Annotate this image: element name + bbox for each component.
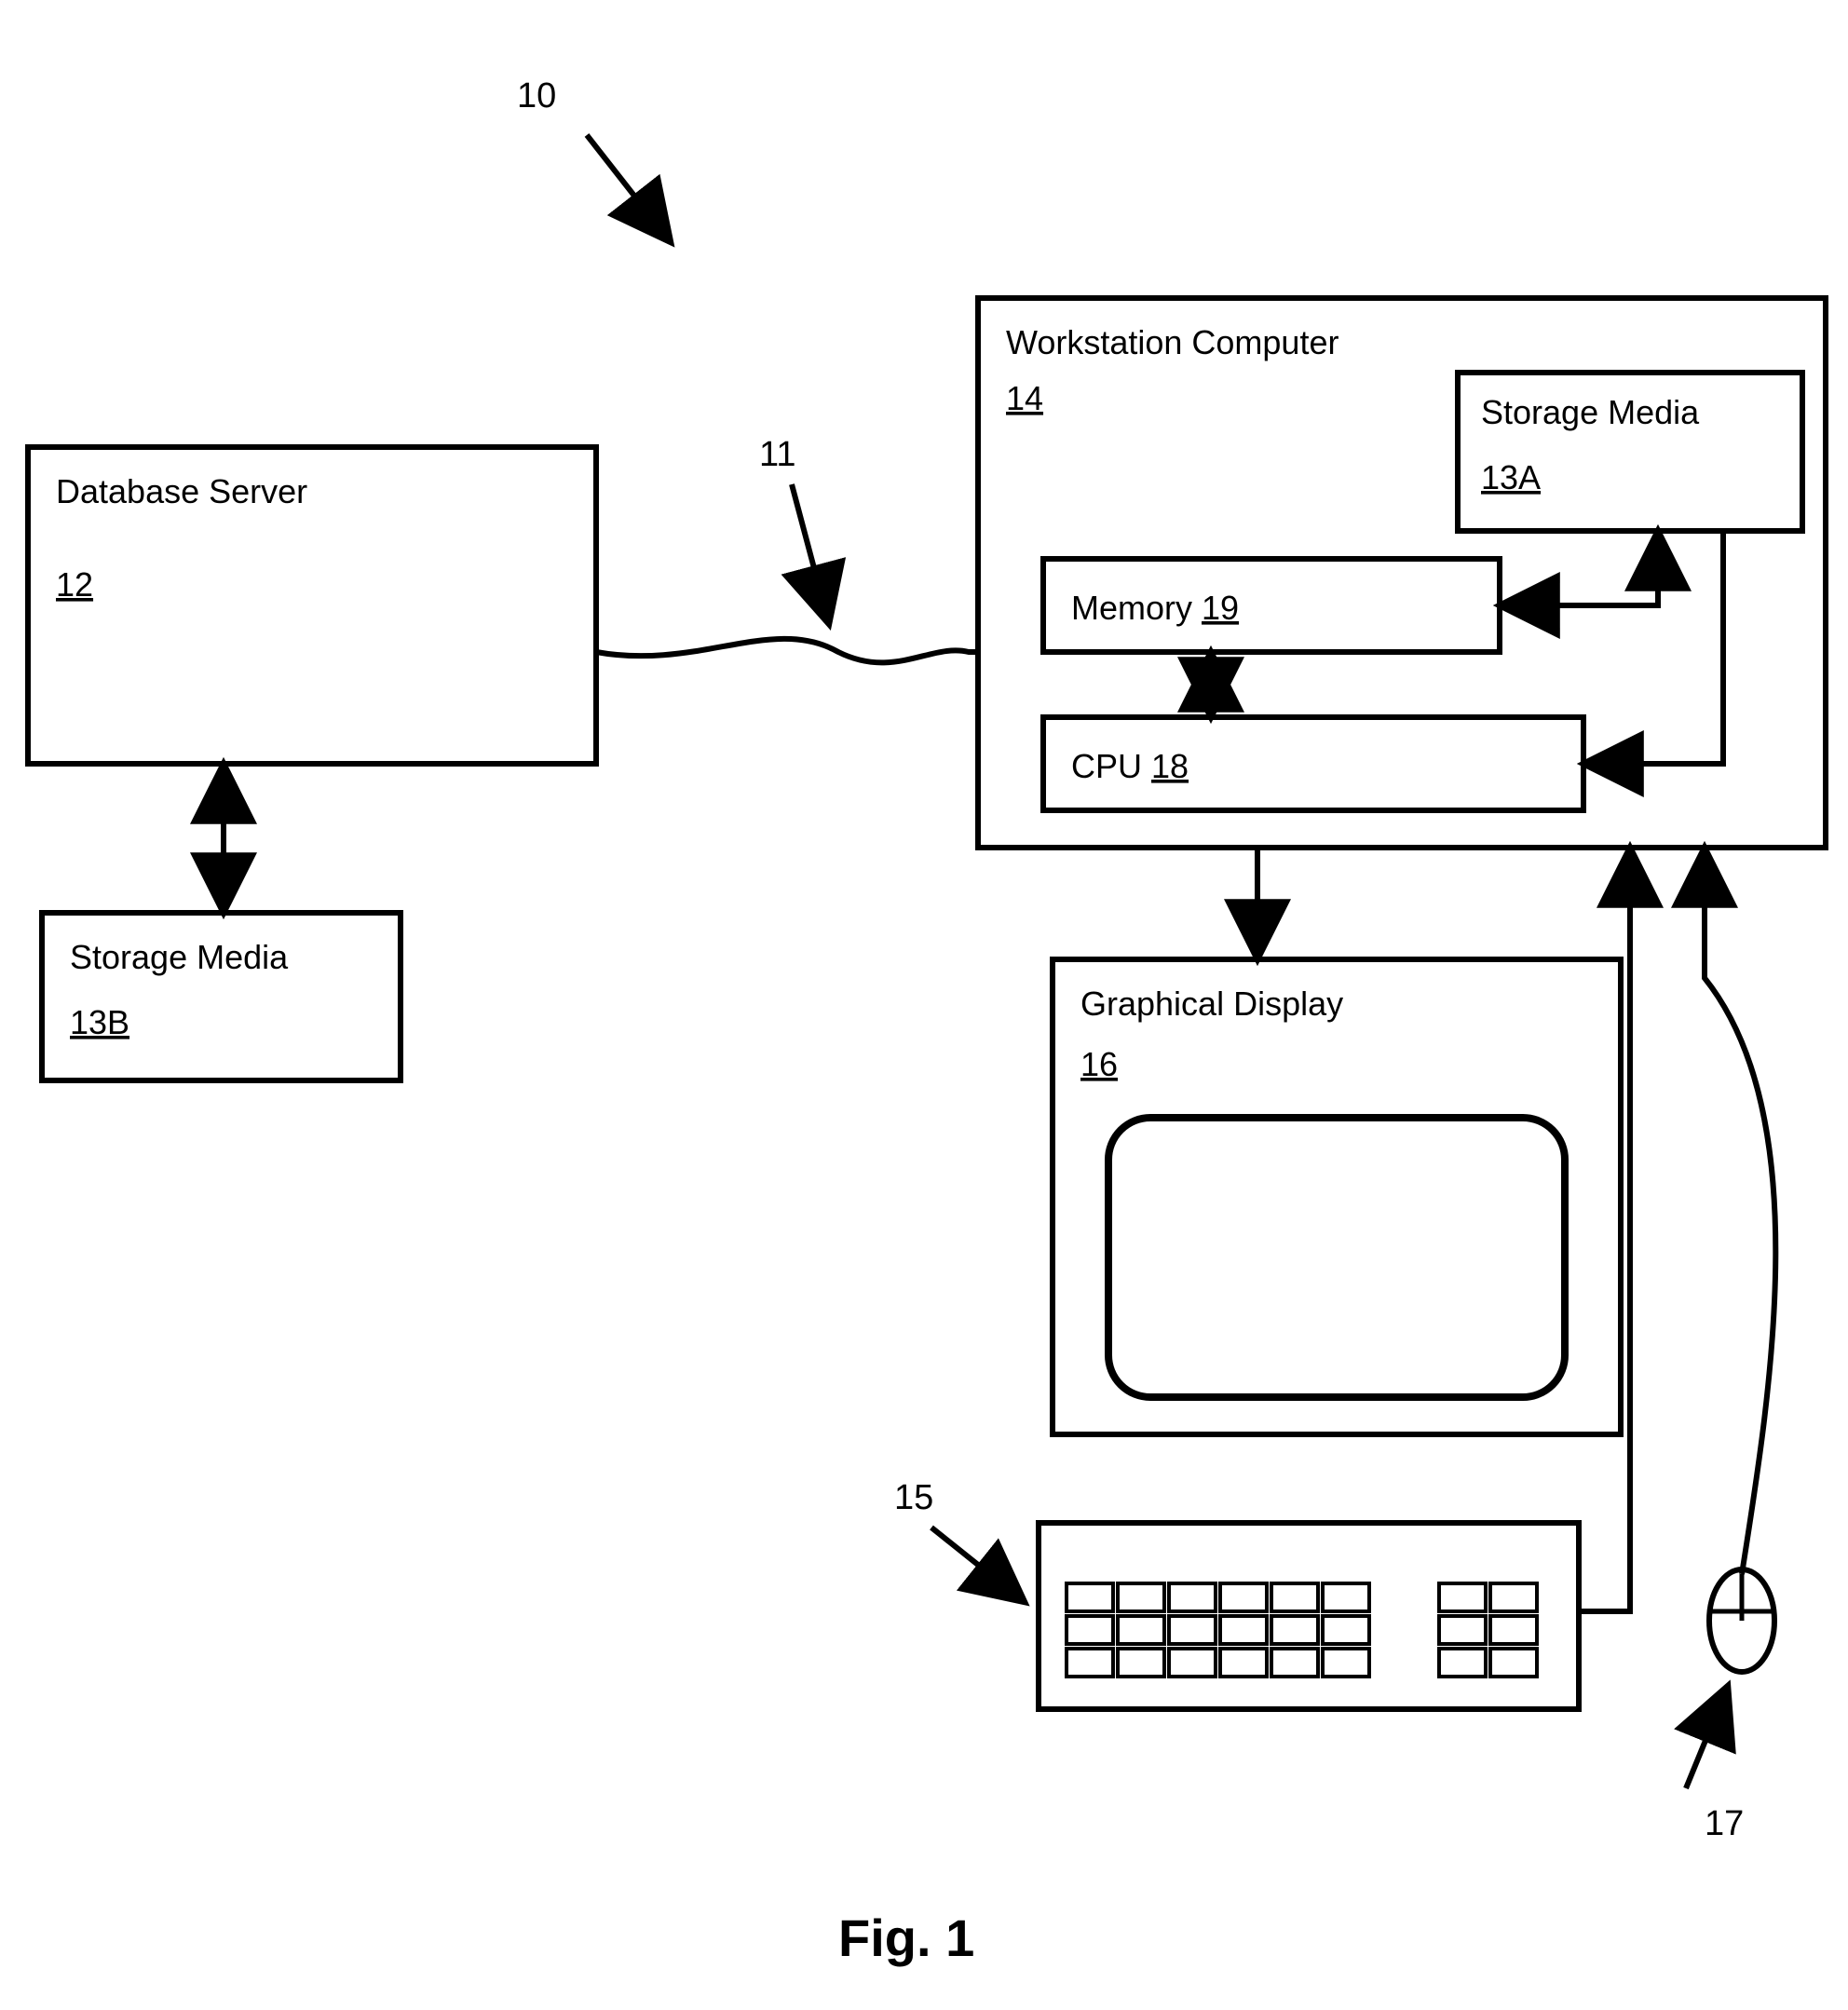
storage-b-label: Storage Media	[70, 938, 289, 976]
display-label: Graphical Display	[1080, 985, 1343, 1023]
keyboard-keys-right-icon	[1439, 1583, 1537, 1677]
server-ref: 12	[56, 565, 93, 604]
storage-memory-link	[1500, 531, 1658, 605]
storage-cpu-link	[1583, 531, 1723, 764]
mouse-icon	[1709, 1569, 1774, 1672]
workstation-box: Workstation Computer 14 Storage Media 13…	[978, 298, 1826, 848]
ref-link: 11	[759, 435, 795, 474]
workstation-ref: 14	[1006, 379, 1043, 417]
cpu-label: CPU 18	[1071, 747, 1189, 785]
server-label: Database Server	[56, 472, 307, 510]
ref-keyboard-arrow	[931, 1528, 1025, 1602]
ref-system: 10	[517, 76, 556, 115]
database-server-box: Database Server 12	[28, 447, 596, 764]
memory-label: Memory 19	[1071, 589, 1239, 627]
ref-system-arrow	[587, 135, 671, 242]
ref-mouse: 17	[1705, 1804, 1744, 1843]
mouse-workstation-link	[1705, 848, 1775, 1574]
ref-mouse-arrow	[1686, 1686, 1728, 1788]
storage-b-ref: 13B	[70, 1003, 129, 1041]
storage-a-label: Storage Media	[1481, 393, 1700, 431]
display-screen-icon	[1108, 1118, 1565, 1397]
ref-link-arrow	[792, 484, 829, 624]
display-ref: 16	[1080, 1045, 1118, 1083]
storage-a-ref: 13A	[1481, 458, 1541, 496]
ref-keyboard: 15	[894, 1478, 933, 1517]
display-box: Graphical Display 16	[1053, 959, 1621, 1434]
figure-caption: Fig. 1	[838, 1908, 974, 1967]
keyboard-keys-left-icon	[1067, 1583, 1369, 1677]
system-diagram: 10 Database Server 12 11 Storage Media 1…	[0, 0, 1848, 2010]
workstation-label: Workstation Computer	[1006, 323, 1338, 361]
storage-media-b-box: Storage Media 13B	[42, 913, 401, 1080]
keyboard-box	[1039, 1523, 1579, 1709]
network-link	[596, 639, 978, 662]
